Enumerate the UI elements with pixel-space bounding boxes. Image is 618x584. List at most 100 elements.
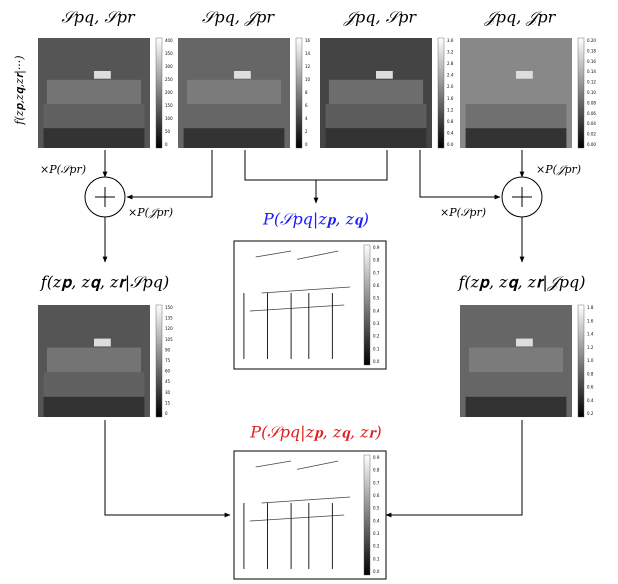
colorbar-tick-label: 12 (305, 64, 311, 69)
panel-title: 𝒥pq, 𝒮pr (343, 8, 417, 27)
image-detail (469, 348, 563, 373)
colorbar-tick-label: 0.7 (373, 270, 380, 275)
colorbar (364, 245, 370, 365)
colorbar-tick-label: 0.4 (447, 130, 454, 135)
colorbar-tick-label: 0.3 (373, 531, 380, 536)
image-detail (466, 372, 567, 397)
colorbar-tick-label: 1.0 (587, 358, 594, 363)
image-detail (47, 348, 141, 373)
colorbar-tick-label: 75 (165, 358, 171, 363)
colorbar-tick-label: 1.4 (587, 332, 594, 337)
colorbar-tick-label: 0.5 (373, 296, 380, 301)
colorbar-tick-label: 14 (305, 51, 311, 56)
colorbar-tick-label: 1.6 (447, 96, 454, 101)
colorbar-tick-label: 300 (165, 64, 173, 69)
image-detail (466, 397, 567, 417)
image-detail (326, 128, 427, 148)
colorbar-tick-label: 0.8 (587, 371, 594, 376)
image-detail (469, 80, 563, 104)
panel-title: 𝒥pq, 𝒥pr (484, 8, 557, 27)
colorbar-tick-label: 50 (165, 129, 171, 134)
colorbar-tick-label: 200 (165, 90, 173, 95)
colorbar (438, 38, 444, 148)
colorbar-tick-label: 1.2 (587, 345, 594, 350)
colorbar-tick-label: 0.10 (587, 90, 596, 95)
weight-label: ×P(𝒮pr) (40, 163, 86, 176)
colorbar-tick-label: 0.6 (587, 385, 594, 390)
colorbar-tick-label: 0.0 (373, 359, 380, 364)
weight-label: ×P(𝒥pr) (536, 163, 581, 176)
colorbar-tick-label: 0.3 (373, 321, 380, 326)
colorbar-tick-label: 1.8 (587, 305, 594, 310)
colorbar-tick-label: 0.14 (587, 69, 596, 74)
colorbar-tick-label: 0.0 (447, 142, 454, 147)
colorbar-tick-label: 150 (165, 103, 173, 108)
weight-label: ×P(𝒥pr) (128, 206, 173, 219)
panel-title: 𝒮pq, 𝒮pr (61, 8, 136, 27)
colorbar-tick-label: 0.04 (587, 121, 596, 126)
panel-title: f(z𝐩, z𝐪, z𝐫|𝒥pq) (457, 273, 585, 292)
colorbar-tick-label: 2.8 (447, 61, 454, 66)
panel-title: f(z𝐩, z𝐪, z𝐫|𝒮pq) (40, 273, 169, 292)
colorbar-tick-label: 0.1 (373, 556, 380, 561)
colorbar-tick-label: 90 (165, 347, 171, 352)
colorbar-tick-label: 15 (165, 400, 171, 405)
colorbar-tick-label: 2 (305, 129, 308, 134)
colorbar (156, 305, 162, 417)
colorbar-tick-label: 0.9 (373, 245, 380, 250)
colorbar-tick-label: 0.02 (587, 132, 596, 137)
colorbar-tick-label: 0.20 (587, 38, 596, 43)
weight-label: ×P(𝒮pr) (440, 206, 486, 219)
diagram: f(z𝐩,z𝐪,z𝐫|···) ×P(𝒮pr) ×P(𝒥pr) ×P(𝒥pr) … (0, 0, 618, 584)
colorbar-tick-label: 400 (165, 38, 173, 43)
image-detail (234, 71, 251, 79)
colorbar-tick-label: 0 (305, 142, 308, 147)
colorbar-tick-label: 0.7 (373, 480, 380, 485)
colorbar (578, 305, 584, 417)
colorbar-tick-label: 30 (165, 390, 171, 395)
colorbar-tick-label: 3.6 (447, 38, 454, 43)
image-detail (516, 71, 533, 79)
colorbar-tick-label: 100 (165, 116, 173, 121)
image-detail (94, 339, 111, 347)
colorbar-tick-label: 0.4 (373, 518, 380, 523)
colorbar-tick-label: 350 (165, 51, 173, 56)
colorbar-tick-label: 1.6 (587, 318, 594, 323)
colorbar (156, 38, 162, 148)
colorbar-tick-label: 0.12 (587, 80, 596, 85)
colorbar-tick-label: 8 (305, 90, 308, 95)
panel-title: 𝒮pq, 𝒥pr (202, 8, 275, 27)
image-detail (187, 80, 281, 104)
image-detail (44, 372, 145, 397)
colorbar-tick-label: 0.6 (373, 283, 380, 288)
colorbar-tick-label: 0.2 (373, 544, 380, 549)
image-detail (329, 80, 423, 104)
colorbar (364, 455, 370, 575)
colorbar-tick-label: 1.2 (447, 107, 454, 112)
y-label: f(z𝐩,z𝐪,z𝐫|···) (13, 55, 27, 125)
colorbar-tick-label: 0.8 (373, 258, 380, 263)
colorbar-tick-label: 0.2 (587, 411, 594, 416)
panel-title: P(𝒮pq|z𝐩, z𝐪, z𝐫) (249, 423, 381, 442)
colorbar-tick-label: 0.6 (373, 493, 380, 498)
colorbar-tick-label: 0.2 (373, 334, 380, 339)
colorbar-tick-label: 4 (305, 116, 308, 121)
image-detail (326, 104, 427, 128)
image-detail (466, 128, 567, 148)
colorbar-tick-label: 0 (165, 411, 168, 416)
colorbar-tick-label: 0.4 (373, 308, 380, 313)
image-detail (44, 397, 145, 417)
colorbar-tick-label: 0.06 (587, 111, 596, 116)
colorbar (296, 38, 302, 148)
image-detail (47, 80, 141, 104)
colorbar-tick-label: 0.5 (373, 506, 380, 511)
colorbar-tick-label: 120 (165, 326, 173, 331)
image-detail (184, 104, 285, 128)
colorbar-tick-label: 0.00 (587, 142, 596, 147)
colorbar-tick-label: 0.9 (373, 455, 380, 460)
colorbar (578, 38, 584, 148)
colorbar-tick-label: 105 (165, 337, 173, 342)
colorbar-tick-label: 0.16 (587, 59, 596, 64)
colorbar-tick-label: 0.8 (373, 468, 380, 473)
colorbar-tick-label: 3.2 (447, 50, 454, 55)
